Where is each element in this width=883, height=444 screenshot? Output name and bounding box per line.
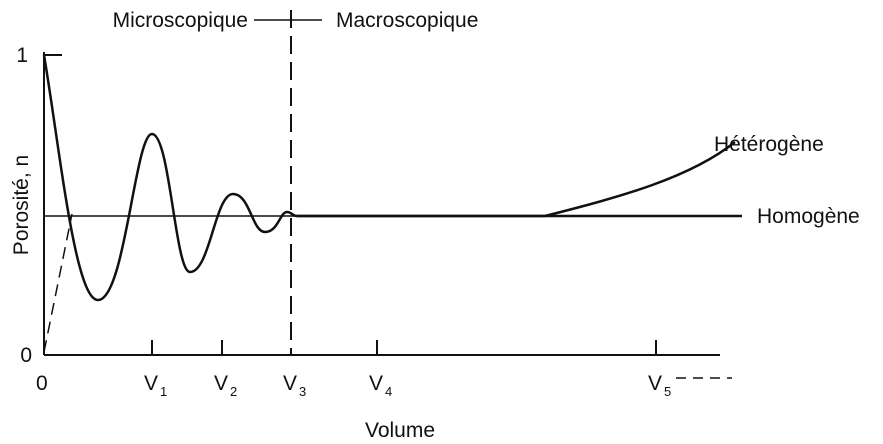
tick-sub: 4 [385, 384, 392, 399]
x-axis-label: Volume [365, 419, 435, 442]
tick-sub: 5 [664, 384, 671, 399]
header-right: Macroscopique [336, 9, 478, 32]
tick-sub: 1 [160, 384, 167, 399]
curve-label: Hétérogène [714, 133, 824, 156]
curve-label: Homogène [757, 205, 860, 228]
tick-sub: 2 [230, 384, 237, 399]
y-axis-label: Porosité, n [10, 155, 33, 255]
dashed-start [43, 213, 73, 353]
x-tick-label: 0 [36, 372, 48, 395]
tick-base: V [648, 372, 662, 395]
porosity-curve [42, 54, 736, 302]
tick-base: V [369, 372, 383, 395]
tick-sub: 3 [299, 384, 306, 399]
y-tick-label: 0 [20, 344, 32, 367]
tick-base: V [214, 372, 228, 395]
tick-base: 0 [36, 372, 48, 395]
tick-base: V [283, 372, 297, 395]
tick-base: V [144, 372, 158, 395]
header-left: Microscopique [113, 9, 248, 32]
y-tick-label: 1 [16, 44, 28, 67]
